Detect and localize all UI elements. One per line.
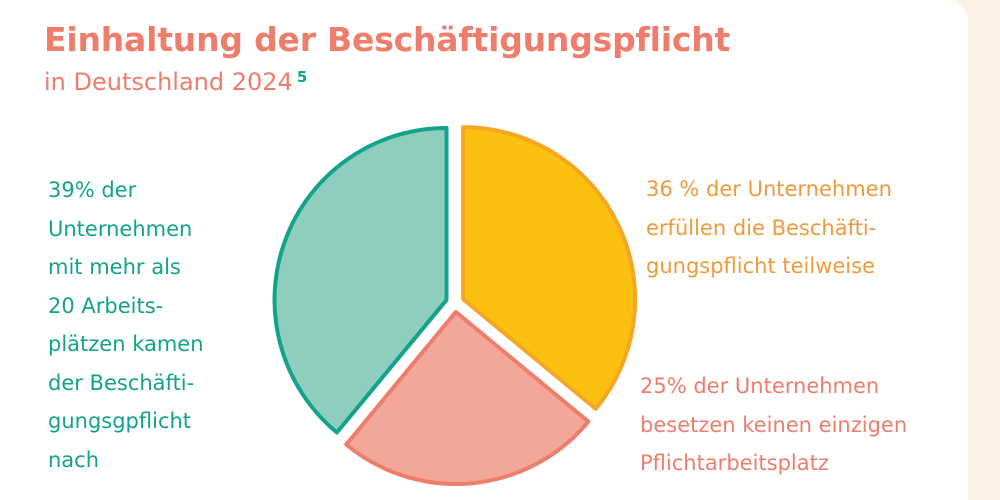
slice-label-none: 25% der Unternehmen besetzen keinen einz… [640, 374, 908, 475]
slice-label-fulfilled: 39% der Unternehmen mit mehr als 20 Arbe… [48, 178, 204, 472]
subtitle-text: in Deutschland 2024 [44, 68, 293, 96]
chart-title: Einhaltung der Beschäftigungspflicht [44, 20, 731, 59]
pie-slice-partial [461, 125, 638, 411]
slice-label-partial: 36 % der Unternehmen erfüllen die Beschä… [646, 177, 892, 278]
pie-slice-fulfilled [272, 125, 449, 435]
footnote-marker: 5 [296, 68, 308, 86]
chart-subtitle: in Deutschland 2024 5 [44, 68, 307, 96]
pie-slice-none [344, 309, 591, 486]
